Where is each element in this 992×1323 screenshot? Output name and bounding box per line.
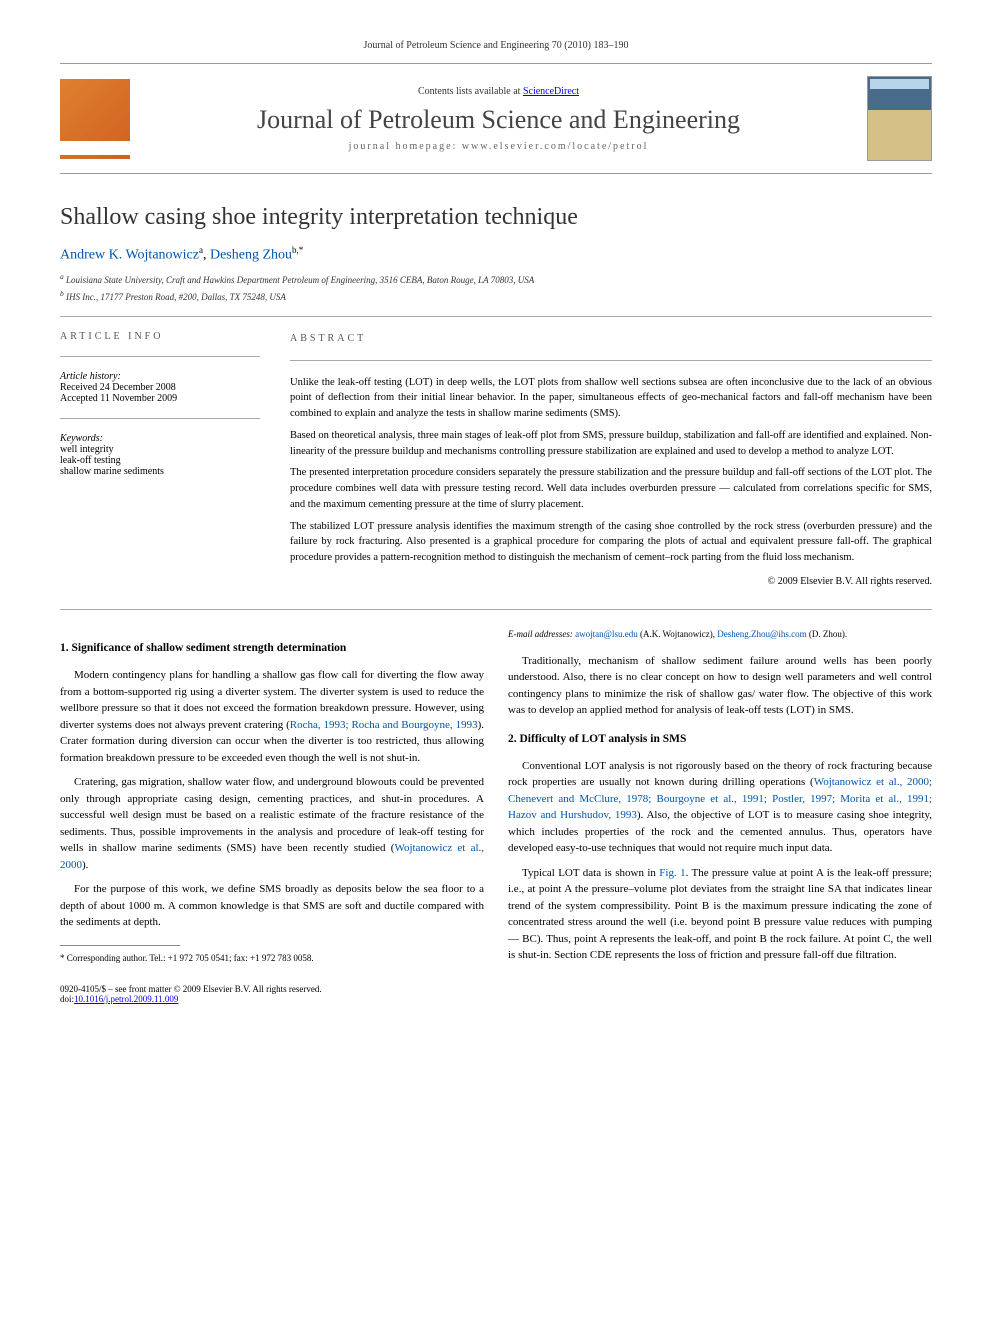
section-1-heading: 1. Significance of shallow sediment stre… xyxy=(60,640,484,657)
sciencedirect-link[interactable]: ScienceDirect xyxy=(523,86,579,97)
doi-prefix: doi: xyxy=(60,994,74,1004)
article-info-block: article info Article history: Received 2… xyxy=(60,331,260,589)
footnote-separator xyxy=(60,945,180,946)
abstract-block: abstract Unlike the leak-off testing (LO… xyxy=(290,331,932,589)
keyword-2: leak-off testing xyxy=(60,455,260,466)
s1-p4: Traditionally, mechanism of shallow sedi… xyxy=(508,653,932,719)
accepted-line: Accepted 11 November 2009 xyxy=(60,393,260,404)
s1-p2: Cratering, gas migration, shallow water … xyxy=(60,774,484,873)
masthead: ELSEVIER Contents lists available at Sci… xyxy=(60,63,932,174)
aff-text-2: IHS Inc., 17177 Preston Road, #200, Dall… xyxy=(66,292,286,302)
author-marker-2: b,* xyxy=(292,245,303,255)
divider xyxy=(60,316,932,317)
email-link-1[interactable]: awojtan@lsu.edu xyxy=(575,629,638,639)
publisher-logo-text: ELSEVIER xyxy=(76,145,114,154)
email2-name: (D. Zhou). xyxy=(807,629,848,639)
page-footer: 0920-4105/$ – see front matter © 2009 El… xyxy=(60,984,932,1004)
author-link-2[interactable]: Desheng Zhou xyxy=(210,248,292,263)
journal-cover-thumbnail xyxy=(867,76,932,161)
divider xyxy=(60,356,260,357)
email-label: E-mail addresses: xyxy=(508,629,575,639)
corresponding-author-note: * Corresponding author. Tel.: +1 972 705… xyxy=(60,952,484,965)
abstract-p4: The stabilized LOT pressure analysis ide… xyxy=(290,519,932,566)
s2-p2-a: Typical LOT data is shown in xyxy=(522,867,659,879)
abstract-heading: abstract xyxy=(290,331,932,346)
footer-left: 0920-4105/$ – see front matter © 2009 El… xyxy=(60,984,322,1004)
divider xyxy=(60,418,260,419)
aff-text-1: Louisiana State University, Craft and Ha… xyxy=(66,275,534,285)
front-matter-line: 0920-4105/$ – see front matter © 2009 El… xyxy=(60,984,322,994)
doi-line: doi:10.1016/j.petrol.2009.11.009 xyxy=(60,994,322,1004)
abstract-p1: Unlike the leak-off testing (LOT) in dee… xyxy=(290,375,932,422)
aff-marker-2: b xyxy=(60,289,64,298)
abstract-p2: Based on theoretical analysis, three mai… xyxy=(290,428,932,460)
keywords-label: Keywords: xyxy=(60,433,260,444)
s2-p2: Typical LOT data is shown in Fig. 1. The… xyxy=(508,865,932,964)
abstract-p3: The presented interpretation procedure c… xyxy=(290,465,932,512)
email-link-2[interactable]: Desheng.Zhou@ihs.com xyxy=(717,629,806,639)
info-abstract-row: article info Article history: Received 2… xyxy=(60,331,932,589)
publisher-logo: ELSEVIER xyxy=(60,79,130,159)
history-label: Article history: xyxy=(60,371,260,382)
body-columns: 1. Significance of shallow sediment stre… xyxy=(60,628,932,968)
author-line: Andrew K. Wojtanowicza, Desheng Zhoub,* xyxy=(60,245,932,264)
section-2-heading: 2. Difficulty of LOT analysis in SMS xyxy=(508,731,932,748)
contents-available-line: Contents lists available at ScienceDirec… xyxy=(150,86,847,97)
email-addresses: E-mail addresses: awojtan@lsu.edu (A.K. … xyxy=(508,628,932,641)
abstract-copyright: © 2009 Elsevier B.V. All rights reserved… xyxy=(290,574,932,589)
journal-homepage-line: journal homepage: www.elsevier.com/locat… xyxy=(150,141,847,152)
s2-p2-b: . The pressure value at point A is the l… xyxy=(508,867,932,962)
s1-p1: Modern contingency plans for handling a … xyxy=(60,667,484,766)
email1-name: (A.K. Wojtanowicz), xyxy=(638,629,718,639)
author-link-1[interactable]: Andrew K. Wojtanowicz xyxy=(60,248,199,263)
journal-name: Journal of Petroleum Science and Enginee… xyxy=(150,105,847,135)
article-info-heading: article info xyxy=(60,331,260,342)
keyword-1: well integrity xyxy=(60,444,260,455)
affiliation-1: a Louisiana State University, Craft and … xyxy=(60,272,932,285)
contents-prefix: Contents lists available at xyxy=(418,86,523,97)
doi-link[interactable]: 10.1016/j.petrol.2009.11.009 xyxy=(74,994,178,1004)
s1-p3: For the purpose of this work, we define … xyxy=(60,881,484,931)
running-head: Journal of Petroleum Science and Enginee… xyxy=(60,40,932,51)
author-marker-1: a xyxy=(199,245,203,255)
keyword-3: shallow marine sediments xyxy=(60,466,260,477)
received-line: Received 24 December 2008 xyxy=(60,382,260,393)
fig-link-1[interactable]: Fig. 1 xyxy=(659,867,685,879)
aff-marker-1: a xyxy=(60,272,64,281)
homepage-prefix: journal homepage: xyxy=(349,141,462,152)
ref-link-rocha[interactable]: Rocha, 1993; Rocha and Bourgoyne, 1993 xyxy=(290,719,478,731)
masthead-center: Contents lists available at ScienceDirec… xyxy=(150,86,847,152)
s1-p2-b: ). xyxy=(82,859,88,871)
divider xyxy=(290,360,932,361)
affiliation-2: b IHS Inc., 17177 Preston Road, #200, Da… xyxy=(60,289,932,302)
homepage-url: www.elsevier.com/locate/petrol xyxy=(462,141,649,152)
article-title: Shallow casing shoe integrity interpreta… xyxy=(60,204,932,231)
divider xyxy=(60,609,932,610)
s2-p1: Conventional LOT analysis is not rigorou… xyxy=(508,758,932,857)
